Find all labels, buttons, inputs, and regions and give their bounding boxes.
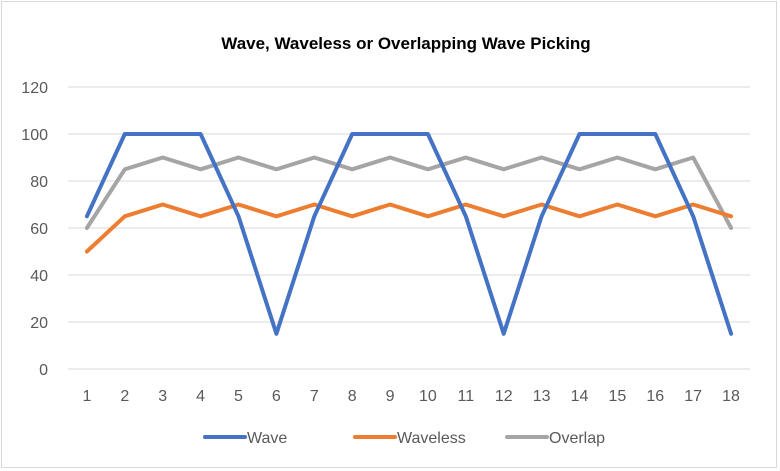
- y-tick-label: 60: [30, 221, 48, 238]
- series-line-waveless: [84, 202, 734, 254]
- legend-label: Overlap: [549, 430, 605, 447]
- y-tick-label: 40: [30, 268, 48, 285]
- x-tick-label: 1: [82, 388, 91, 405]
- x-tick-label: 12: [495, 388, 513, 405]
- x-tick-label: 10: [419, 388, 437, 405]
- series-overlap: [84, 155, 734, 230]
- legend-item-wave: Wave: [203, 430, 287, 447]
- x-tick-label: 13: [533, 388, 551, 405]
- chart-title: Wave, Waveless or Overlapping Wave Picki…: [221, 34, 590, 53]
- y-axis-ticks: 0 20 40 60 80 100 120: [21, 80, 48, 379]
- gridlines: [68, 86, 750, 370]
- x-tick-label: 11: [458, 388, 475, 405]
- y-tick-label: 20: [30, 315, 48, 332]
- x-tick-label: 5: [234, 388, 243, 405]
- x-tick-label: 2: [120, 388, 129, 405]
- y-tick-label: 100: [21, 127, 48, 144]
- series-line-wave: [84, 132, 734, 336]
- x-tick-label: 14: [571, 388, 589, 405]
- y-tick-label: 120: [21, 80, 48, 97]
- x-tick-label: 4: [196, 388, 205, 405]
- x-tick-label: 3: [158, 388, 167, 405]
- x-tick-label: 7: [310, 388, 319, 405]
- series-lines: [84, 132, 734, 336]
- x-tick-label: 8: [348, 388, 357, 405]
- x-tick-label: 15: [608, 388, 626, 405]
- series-waveless: [84, 202, 734, 254]
- legend-label: Waveless: [397, 430, 466, 447]
- x-tick-label: 9: [386, 388, 395, 405]
- y-tick-label: 0: [39, 362, 48, 379]
- y-tick-label: 80: [30, 174, 48, 191]
- x-tick-label: 18: [722, 388, 740, 405]
- series-wave: [84, 132, 734, 336]
- series-line-overlap: [84, 155, 734, 230]
- legend-item-waveless: Waveless: [353, 430, 466, 447]
- x-tick-label: 6: [272, 388, 281, 405]
- x-axis-ticks: 1 2 3 4 5 6 7 8 9 10 11 12 13 14 15 16 17 18: [82, 388, 740, 405]
- x-tick-label: 17: [684, 388, 702, 405]
- legend-label: Wave: [247, 430, 287, 447]
- legend: Wave Waveless Overlap: [203, 430, 605, 447]
- x-tick-label: 16: [646, 388, 664, 405]
- legend-item-overlap: Overlap: [505, 430, 605, 447]
